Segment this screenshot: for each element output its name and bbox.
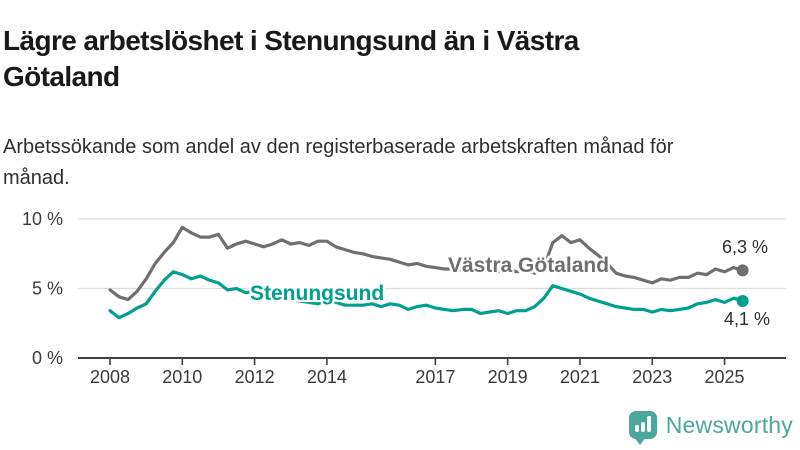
x-tick-label: 2014	[307, 367, 347, 387]
series-label-stenungsund: Stenungsund	[250, 282, 385, 305]
series-endpoint-vastra-gotaland	[736, 264, 749, 277]
x-tick-label: 2019	[488, 367, 528, 387]
bar-icon	[640, 422, 645, 432]
bar-chart-speech-bubble-icon	[628, 411, 657, 445]
x-tick-label: 2025	[705, 367, 745, 387]
x-tick-label: 2023	[632, 367, 672, 387]
y-tick-label: 10 %	[22, 209, 63, 229]
y-tick-label: 5 %	[32, 279, 63, 299]
end-value-label-stenungsund: 4,1 %	[724, 309, 771, 329]
x-tick-label: 2010	[162, 367, 202, 387]
x-tick-label: 2017	[415, 367, 455, 387]
page-title: Lägre arbetslöshet i Stenungsund än i Vä…	[3, 24, 579, 93]
exclamation-dot-icon	[646, 416, 651, 420]
newsworthy-wordmark: Newsworthy	[665, 411, 793, 438]
newsworthy-logo: Newsworthy	[628, 411, 793, 445]
y-tick-label: 0 %	[32, 348, 63, 368]
x-tick-label: 2012	[235, 367, 275, 387]
bar-icon	[646, 419, 651, 432]
series-label-vastra-gotaland: Västra Götaland	[448, 254, 610, 277]
series-endpoint-stenungsund	[736, 295, 749, 308]
x-tick-label: 2021	[560, 367, 600, 387]
series-line-stenungsund	[108, 270, 745, 320]
bar-icon	[634, 425, 639, 432]
speech-bubble-tail	[633, 437, 646, 445]
x-tick-label: 2008	[90, 367, 130, 387]
series-line-vastra-gotaland	[108, 225, 745, 302]
chart-subtitle: Arbetssökande som andel av den registerb…	[3, 136, 674, 189]
end-value-label-vastra-gotaland: 6,3 %	[722, 237, 769, 257]
